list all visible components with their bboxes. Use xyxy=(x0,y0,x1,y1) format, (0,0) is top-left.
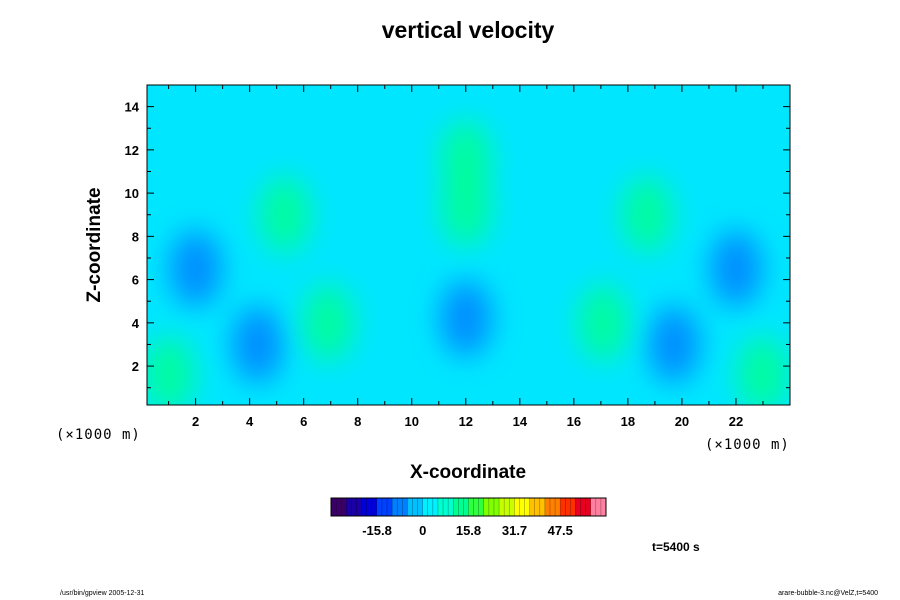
field-feature-6 xyxy=(620,176,673,253)
colorbar-tick-label: 15.8 xyxy=(456,523,481,538)
colorbar-tick-label: -15.8 xyxy=(362,523,392,538)
field-feature-5 xyxy=(258,176,311,253)
field-feature-10 xyxy=(647,306,700,383)
field-feature-11 xyxy=(147,336,195,405)
x-tick-label: 10 xyxy=(405,414,419,429)
plot-frame xyxy=(146,84,791,406)
y-tick-label: 12 xyxy=(125,143,139,158)
time-label: t=5400 s xyxy=(652,540,700,554)
colorbar-cell xyxy=(407,498,424,516)
colorbar-cell xyxy=(560,498,576,516)
x-axis-label: X-coordinate xyxy=(410,462,526,483)
colorbar-cell xyxy=(346,498,363,516)
y-tick-label: 6 xyxy=(132,273,139,288)
colorbar-cell xyxy=(514,498,531,516)
x-unit-right: (×1000 m) xyxy=(705,437,790,453)
colorbar-cell xyxy=(453,498,469,516)
y-tick-label: 10 xyxy=(125,186,139,201)
colorbar-cell xyxy=(544,498,561,516)
x-tick-label: 6 xyxy=(300,414,307,429)
field-feature-4 xyxy=(577,284,630,361)
x-tick-label: 18 xyxy=(621,414,635,429)
y-tick-label: 8 xyxy=(132,229,139,244)
colorbar-cell xyxy=(590,498,607,516)
x-tick-label: 14 xyxy=(513,414,528,429)
colorbar-cell xyxy=(376,498,393,516)
x-axis: 2 4 6 8 10 12 14 16 18 20 22 xyxy=(168,85,764,429)
y-tick-label: 14 xyxy=(125,100,140,115)
colorbar-cell xyxy=(392,498,408,516)
colorbar-cell xyxy=(437,498,454,516)
x-tick-label: 2 xyxy=(192,414,199,429)
x-tick-label: 16 xyxy=(567,414,581,429)
x-tick-label: 22 xyxy=(729,414,743,429)
x-unit-left: (×1000 m) xyxy=(56,427,141,443)
colorbar-tick-label: 31.7 xyxy=(502,523,527,538)
field-feature-7 xyxy=(169,230,222,307)
field-feature-8 xyxy=(709,230,762,307)
colorbar-cell xyxy=(529,498,546,516)
footer-right: arare-bubble-3.nc@VelZ,t=5400 xyxy=(778,590,878,597)
x-tick-label: 4 xyxy=(246,414,254,429)
field-feature-2 xyxy=(439,280,492,357)
y-tick-label: 4 xyxy=(132,316,140,331)
colorbar-cell xyxy=(361,498,378,516)
field-feature-3 xyxy=(302,284,355,361)
field-feature-9 xyxy=(231,306,284,383)
x-tick-label: 8 xyxy=(354,414,361,429)
colorbar-cell xyxy=(483,498,500,516)
colorbar-cell xyxy=(575,498,592,516)
colorbar-cell xyxy=(331,498,347,516)
footer-left: /usr/bin/gpview 2005-12-31 xyxy=(60,590,145,597)
y-axis: 2 4 6 8 10 12 14 xyxy=(125,84,790,389)
field-feature-12 xyxy=(736,336,789,405)
colorbar: -15.8 0 15.8 31.7 47.5 xyxy=(330,497,607,538)
chart-title: vertical velocity xyxy=(382,17,555,43)
colorbar-tick-label: 47.5 xyxy=(548,523,573,538)
colorbar-cell xyxy=(422,498,439,516)
field-feature-1 xyxy=(439,120,492,197)
y-tick-label: 2 xyxy=(132,359,139,374)
colorbar-cell xyxy=(468,498,485,516)
colorbar-tick-label: 0 xyxy=(419,523,426,538)
x-tick-label: 12 xyxy=(459,414,473,429)
plot-area xyxy=(147,85,790,405)
colorbar-cell xyxy=(499,498,515,516)
x-tick-label: 20 xyxy=(675,414,689,429)
y-axis-label: Z-coordinate xyxy=(84,187,105,302)
